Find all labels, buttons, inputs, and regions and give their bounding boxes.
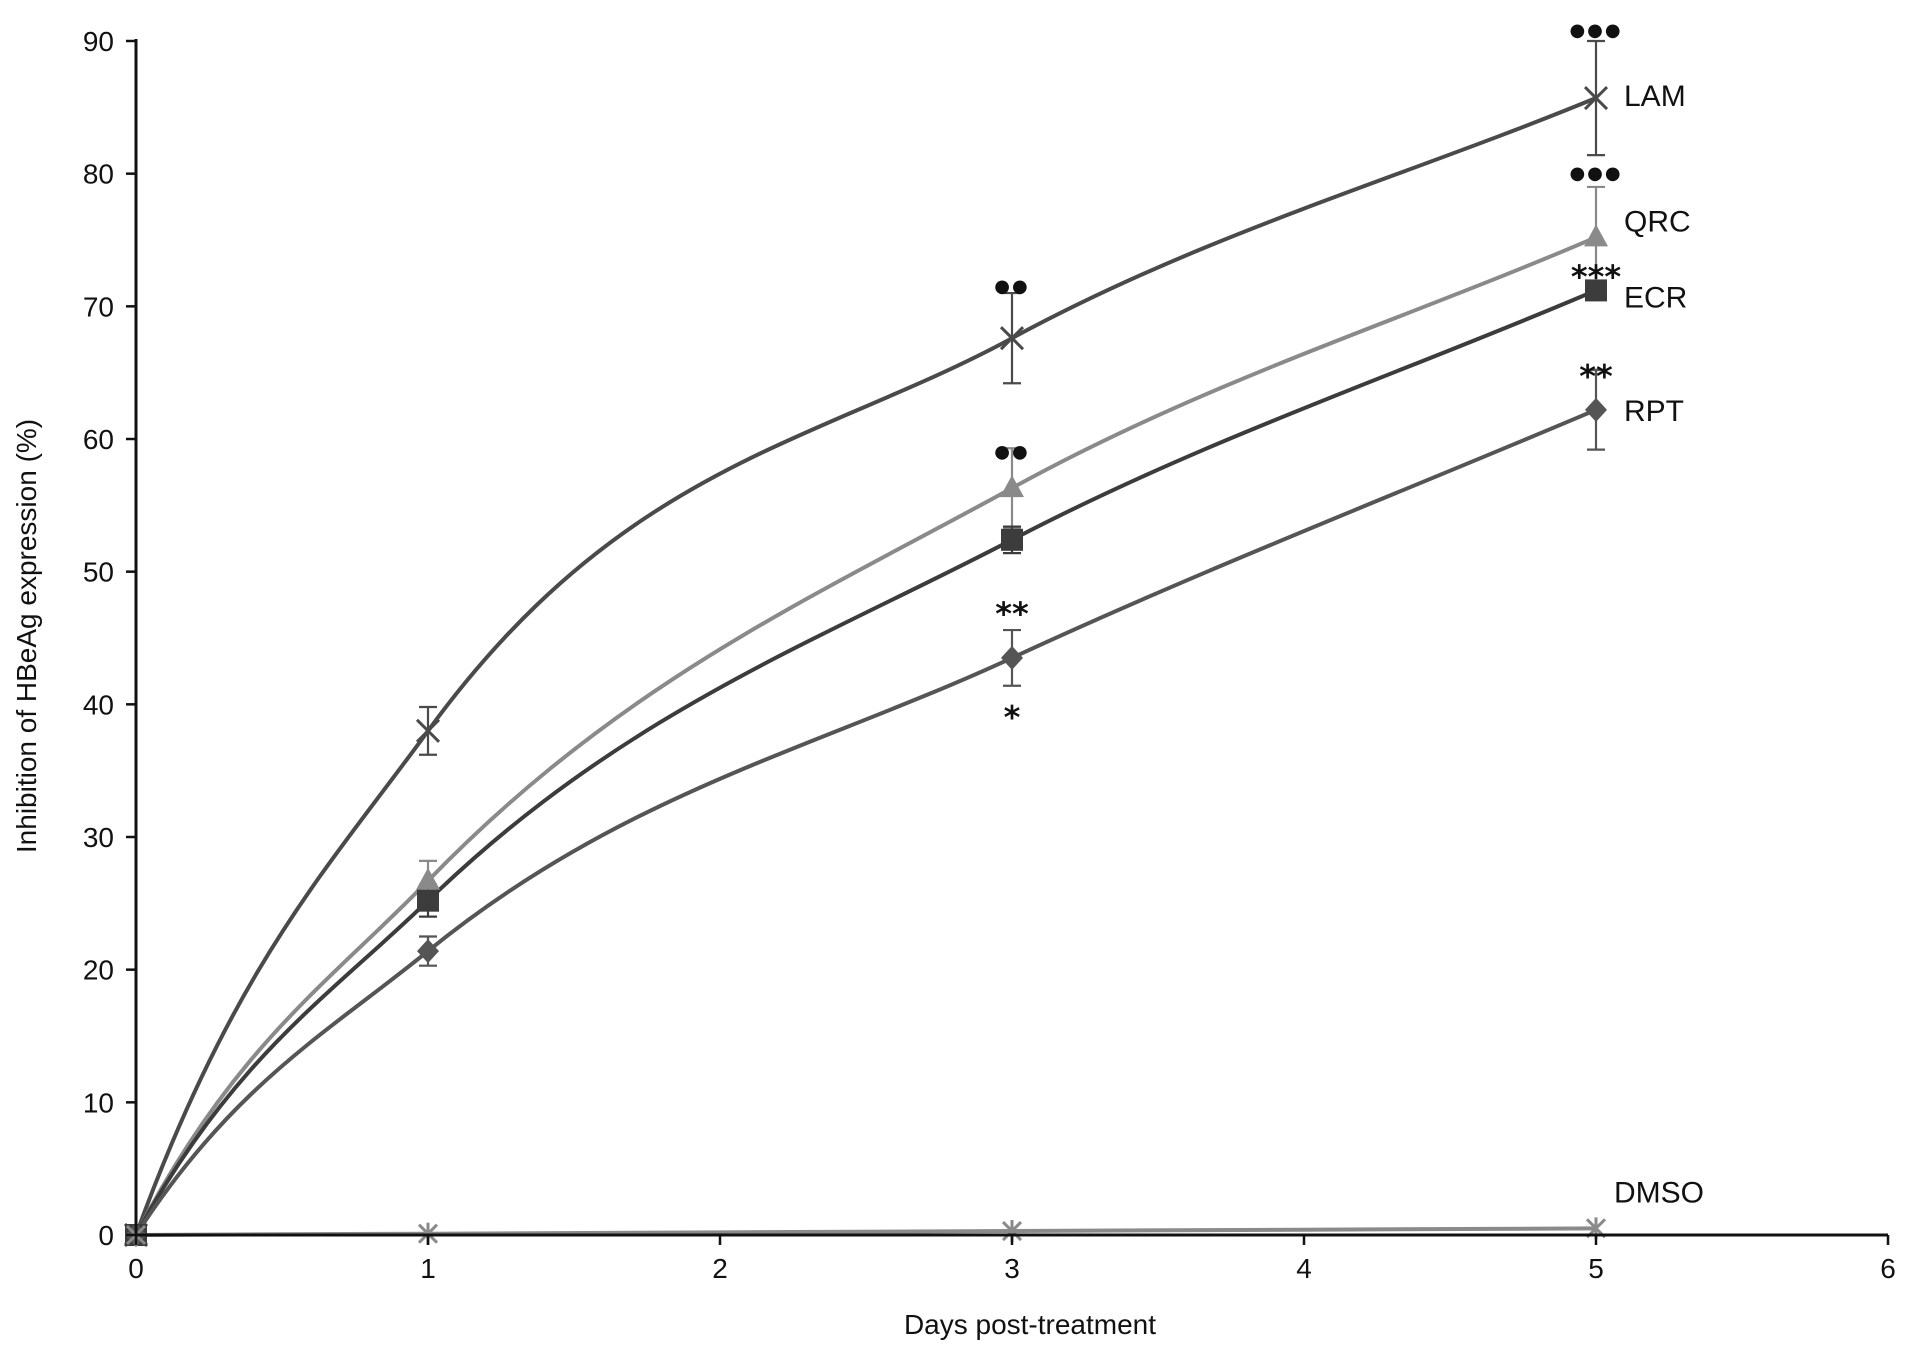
y-axis-title: Inhibition of HBeAg expression (%) bbox=[11, 419, 42, 853]
marker-qrc bbox=[1000, 475, 1024, 498]
marker-qrc bbox=[416, 867, 440, 890]
series-curves bbox=[134, 96, 1597, 1237]
y-tick-label: 50 bbox=[83, 557, 114, 588]
x-tick-label: 3 bbox=[1004, 1253, 1020, 1284]
series-line-rpt bbox=[134, 407, 1597, 1237]
x-tick-label: 6 bbox=[1880, 1253, 1896, 1284]
marker-ecr bbox=[417, 889, 439, 912]
series-label-rpt: RPT bbox=[1624, 395, 1684, 428]
x-tick-label: 4 bbox=[1296, 1253, 1312, 1284]
marker-rpt bbox=[1585, 397, 1607, 422]
series-line-qrc bbox=[134, 235, 1597, 1236]
x-tick-label: 0 bbox=[128, 1253, 144, 1284]
significance-mark: ●●● bbox=[1569, 20, 1622, 41]
significance-mark: ●● bbox=[994, 442, 1029, 463]
y-tick-label: 80 bbox=[83, 159, 114, 190]
marker-rpt bbox=[417, 939, 439, 964]
y-tick-label: 20 bbox=[83, 955, 114, 986]
y-tick-label: 10 bbox=[83, 1087, 114, 1118]
series-label-ecr: ECR bbox=[1624, 281, 1687, 314]
marker-rpt bbox=[1001, 645, 1023, 670]
series-line-lam bbox=[134, 96, 1597, 1236]
series-labels: LAM QRC ECR RPT DMSO bbox=[1614, 80, 1704, 1209]
significance-mark: ** bbox=[1579, 357, 1613, 395]
significance-mark: * bbox=[1004, 698, 1021, 736]
marker-ecr bbox=[1001, 528, 1023, 551]
significance-annotations: ●●●●●●*****●●●●*** bbox=[994, 20, 1622, 737]
marker-lam bbox=[1583, 85, 1609, 111]
x-tick-label: 1 bbox=[420, 1253, 436, 1284]
y-tick-label: 90 bbox=[83, 26, 114, 57]
x-axis-title: Days post-treatment bbox=[904, 1309, 1156, 1340]
axes bbox=[126, 39, 1890, 1245]
series-line-ecr bbox=[134, 288, 1597, 1236]
y-tick-label: 30 bbox=[83, 822, 114, 853]
y-tick-label: 0 bbox=[98, 1220, 114, 1251]
marker-lam bbox=[415, 718, 441, 743]
significance-mark: *** bbox=[1571, 258, 1621, 296]
y-tick-label: 40 bbox=[83, 689, 114, 720]
marker-lam bbox=[999, 326, 1025, 351]
series-label-dmso: DMSO bbox=[1614, 1176, 1704, 1209]
y-tick-label: 60 bbox=[83, 424, 114, 455]
series-label-lam: LAM bbox=[1624, 80, 1686, 113]
significance-mark: ●● bbox=[994, 276, 1029, 297]
marker-qrc bbox=[1584, 224, 1608, 247]
tick-labels: 0 10 20 30 40 50 60 70 80 90 0 1 2 3 4 5 6 bbox=[83, 26, 1896, 1284]
error-bars bbox=[419, 39, 1605, 967]
x-tick-label: 5 bbox=[1588, 1253, 1604, 1284]
series-label-qrc: QRC bbox=[1624, 205, 1691, 238]
significance-mark: ** bbox=[995, 595, 1029, 633]
x-tick-label: 2 bbox=[712, 1253, 728, 1284]
series-markers bbox=[123, 85, 1609, 1248]
y-tick-label: 70 bbox=[83, 291, 114, 322]
significance-mark: ●●● bbox=[1569, 163, 1622, 184]
marker-ecr bbox=[1585, 279, 1607, 302]
